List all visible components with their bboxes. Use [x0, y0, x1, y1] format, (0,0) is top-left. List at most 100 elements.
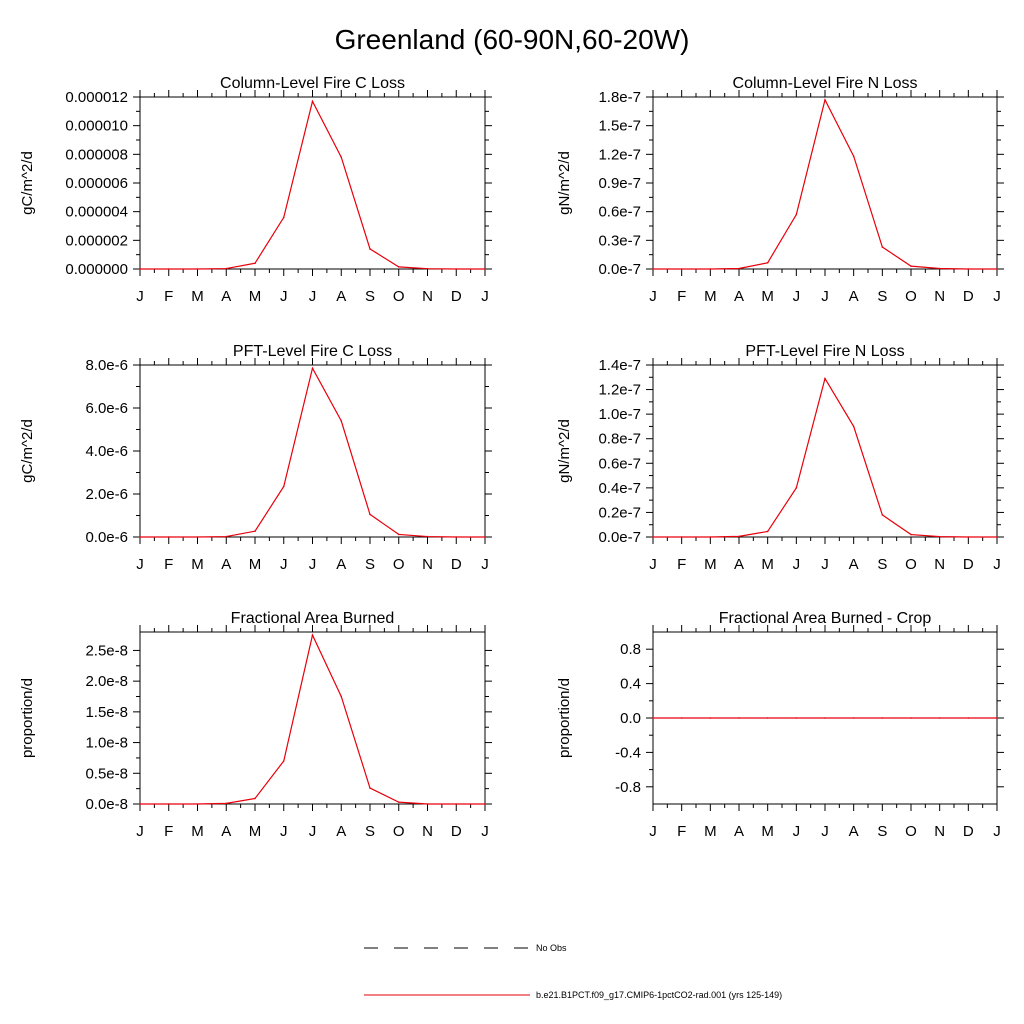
data-point [881, 717, 884, 719]
y-tick-label: 0.0e-6 [85, 529, 128, 546]
data-point [852, 425, 855, 428]
data-point [282, 760, 285, 762]
figure-title: Greenland (60-90N,60-20W) [334, 24, 690, 55]
data-point [680, 717, 683, 719]
x-tick-label: J [481, 823, 489, 840]
y-tick-label: -0.8 [615, 779, 641, 796]
data-point [795, 487, 798, 489]
x-tick-label: S [365, 823, 375, 840]
panel-title: Column-Level Fire C Loss [220, 75, 405, 92]
data-point [484, 803, 486, 805]
series-line [653, 376, 997, 538]
x-tick-label: J [821, 823, 829, 840]
y-axis-label: gN/m^2/d [556, 419, 573, 483]
panel-title: Column-Level Fire N Loss [733, 75, 918, 92]
data-point [196, 803, 199, 805]
y-tick-label: 2.0e-8 [85, 673, 128, 690]
data-point [196, 268, 199, 270]
x-tick-label: J [793, 556, 801, 573]
x-tick-label: M [191, 288, 204, 305]
panel-title: Fractional Area Burned [231, 610, 395, 627]
legend-label: b.e21.B1PCT.f09_g17.CMIP6-1pctCO2-rad.00… [536, 990, 782, 1000]
data-point [852, 717, 855, 719]
data-point [139, 536, 141, 538]
y-tick-label: 0.4e-7 [598, 480, 641, 497]
y-tick-label: 0.0 [620, 710, 641, 727]
plot-frame [652, 364, 998, 538]
data-point [311, 367, 314, 370]
plot-frame [139, 96, 486, 270]
y-tick-label: 0.6e-7 [598, 455, 641, 472]
data-point [824, 717, 826, 719]
x-tick-label: A [849, 556, 859, 573]
series-line [140, 366, 485, 538]
y-tick-label: 1.5e-8 [85, 704, 128, 721]
y-axis-label: gC/m^2/d [19, 151, 36, 215]
panel-title: PFT-Level Fire C Loss [233, 343, 392, 360]
x-tick-label: J [309, 288, 317, 305]
y-tick-label: 1.5e-7 [598, 118, 641, 135]
x-tick-label: A [849, 288, 859, 305]
y-tick-label: 1.0e-8 [85, 735, 128, 752]
data-point [397, 533, 400, 536]
data-point [369, 248, 371, 250]
series-line [140, 633, 485, 805]
data-point [369, 787, 371, 789]
x-tick-label: M [191, 556, 204, 573]
x-tick-label: O [905, 288, 917, 305]
data-point [484, 268, 486, 270]
data-point [938, 535, 941, 538]
data-point [167, 536, 170, 538]
data-point [484, 536, 486, 538]
y-tick-label: 1.0e-7 [598, 406, 641, 423]
x-tick-label: A [221, 288, 231, 305]
x-tick-label: N [422, 823, 433, 840]
x-tick-label: A [336, 556, 346, 573]
y-axis-label: proportion/d [556, 678, 573, 758]
data-point [139, 268, 141, 270]
x-tick-label: A [336, 288, 346, 305]
data-point [824, 377, 826, 380]
x-tick-label: J [649, 556, 657, 573]
data-point [795, 213, 798, 216]
data-point [426, 535, 429, 538]
x-tick-label: J [280, 288, 288, 305]
x-tick-label: A [849, 823, 859, 840]
x-tick-label: D [451, 288, 462, 305]
data-point [680, 536, 683, 538]
x-tick-label: M [191, 823, 204, 840]
data-point [967, 268, 970, 270]
data-point [652, 536, 654, 538]
x-tick-label: O [905, 823, 917, 840]
data-point [738, 535, 740, 538]
y-tick-label: 0.0e-7 [598, 261, 641, 278]
x-tick-label: F [677, 823, 686, 840]
x-tick-label: N [934, 288, 945, 305]
data-point [426, 267, 429, 270]
data-point [996, 717, 998, 719]
x-tick-label: J [993, 556, 1001, 573]
x-tick-label: M [704, 288, 717, 305]
data-point [967, 717, 970, 719]
y-axis-label: gN/m^2/d [556, 151, 573, 215]
x-tick-label: J [821, 556, 829, 573]
x-tick-label: J [136, 823, 144, 840]
y-tick-label: 0.2e-7 [598, 504, 641, 521]
data-point [282, 216, 285, 219]
legend-label: No Obs [536, 943, 567, 953]
x-tick-label: A [734, 556, 744, 573]
panel-title: PFT-Level Fire N Loss [745, 343, 904, 360]
data-point [225, 802, 228, 805]
data-point [225, 535, 228, 538]
data-point [397, 266, 400, 268]
data-point [709, 268, 712, 270]
data-point [709, 536, 712, 538]
y-tick-label: 1.2e-7 [598, 146, 641, 163]
x-tick-label: M [249, 288, 262, 305]
x-tick-label: S [877, 823, 887, 840]
y-tick-label: 0.3e-7 [598, 232, 641, 249]
x-tick-label: D [451, 556, 462, 573]
y-tick-label: 1.2e-7 [598, 382, 641, 399]
